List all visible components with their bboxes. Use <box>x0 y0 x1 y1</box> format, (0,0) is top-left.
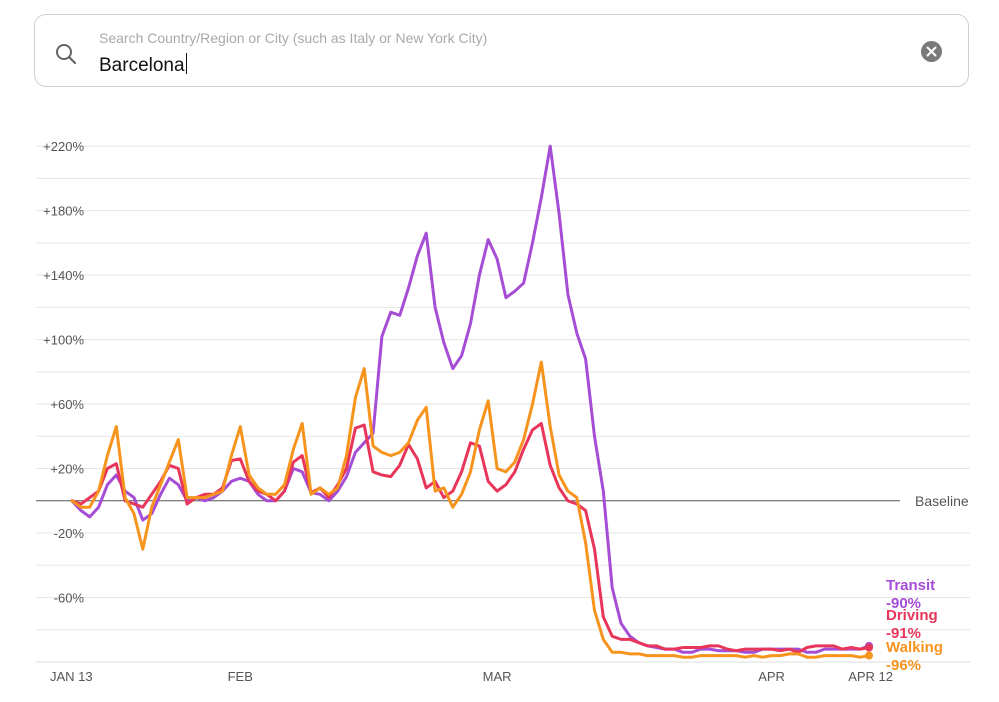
legend-value-driving: -91% <box>886 625 921 642</box>
y-tick-label: +60% <box>50 397 84 412</box>
search-input[interactable]: Barcelona <box>99 53 187 77</box>
x-axis-ticks: JAN 13 FEB MAR APR APR 12 <box>50 669 893 684</box>
series-line-walking <box>70 360 871 659</box>
series-line-driving <box>70 421 871 654</box>
y-tick-label: +180% <box>43 204 84 219</box>
x-tick-label: MAR <box>483 669 512 684</box>
text-caret <box>185 53 187 74</box>
baseline-label: Baseline <box>915 493 969 509</box>
legend-value-walking: -96% <box>886 657 921 674</box>
y-tick-label: +220% <box>43 139 84 154</box>
x-tick-label: JAN 13 <box>50 669 93 684</box>
y-tick-label: -20% <box>54 526 85 541</box>
end-labels: Transit-90%Driving-91%Walking-96% <box>886 577 943 674</box>
series-end-dot-walking <box>865 651 873 660</box>
search-input-value: Barcelona <box>99 55 185 76</box>
x-tick-label: APR 12 <box>848 669 893 684</box>
y-tick-label: +20% <box>50 462 84 477</box>
legend-name-transit: Transit <box>886 577 935 594</box>
y-tick-label: +140% <box>43 268 84 283</box>
grid <box>36 145 970 663</box>
search-bar[interactable]: Search Country/Region or City (such as I… <box>34 14 969 87</box>
search-icon <box>56 44 77 65</box>
y-axis-ticks: +220% +180% +140% +100% +60% +20% -20% -60% <box>43 139 84 605</box>
legend-value-transit: -90% <box>886 595 921 612</box>
mobility-chart: Baseline +220% +180% +140% +100% +60% +20% -20… <box>36 139 970 684</box>
series-lines <box>70 144 873 660</box>
legend-name-driving: Driving <box>886 607 938 624</box>
x-tick-label: APR <box>758 669 785 684</box>
series-line-transit <box>70 144 871 654</box>
clear-icon[interactable] <box>921 41 942 62</box>
legend-name-walking: Walking <box>886 639 943 656</box>
search-placeholder: Search Country/Region or City (such as I… <box>99 30 488 46</box>
y-tick-label: +100% <box>43 333 84 348</box>
series-end-dot-driving <box>865 643 873 652</box>
y-tick-label: -60% <box>54 591 85 606</box>
x-tick-label: FEB <box>228 669 253 684</box>
